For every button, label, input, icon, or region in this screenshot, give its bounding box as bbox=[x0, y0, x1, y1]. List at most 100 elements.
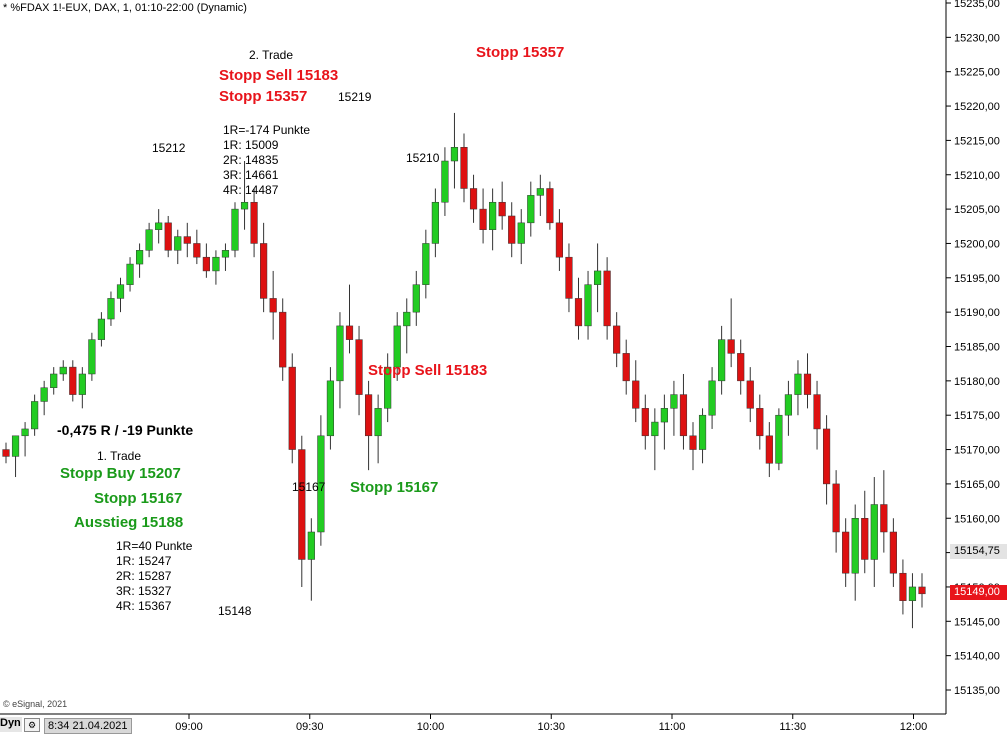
trade2-line: 1R=-174 Punkte bbox=[223, 123, 311, 137]
price-tick-label: 15180,00 bbox=[954, 376, 1000, 388]
candle-up bbox=[450, 147, 459, 162]
trade1-stopp-buy: Stopp Buy 15207 bbox=[60, 465, 181, 482]
candle-down bbox=[746, 380, 754, 409]
trade2-line: 4R: 14487 bbox=[223, 183, 279, 197]
price-tick-label: 15215,00 bbox=[954, 135, 1000, 147]
price-tick-label: 15160,00 bbox=[954, 513, 1000, 525]
candle-up bbox=[212, 256, 220, 272]
candle-up bbox=[240, 201, 249, 210]
copyright: © eSignal, 2021 bbox=[3, 699, 68, 709]
trade2-stopp: Stopp 15357 bbox=[219, 88, 308, 105]
candle-down bbox=[469, 188, 478, 210]
price-tick-label: 15135,00 bbox=[954, 685, 1000, 697]
settings-icon[interactable]: ⚙ bbox=[24, 718, 40, 732]
price-tick-label: 15170,00 bbox=[954, 445, 1000, 457]
trade2-r-levels: 1R=-174 Punkte 1R: 15009 2R: 14835 3R: 1… bbox=[223, 123, 310, 198]
plot-background bbox=[0, 0, 946, 714]
candle-down bbox=[250, 201, 258, 244]
time-tick-label: 09:00 bbox=[175, 721, 203, 733]
trade2-line: 1R: 15009 bbox=[223, 138, 279, 152]
candle-up bbox=[336, 325, 344, 382]
candle-down bbox=[842, 531, 850, 574]
candle-up bbox=[231, 208, 239, 251]
candle-up bbox=[50, 373, 58, 388]
candle-up bbox=[174, 236, 182, 251]
price-tick-label: 15190,00 bbox=[954, 307, 1000, 319]
time-tick-label: 11:00 bbox=[659, 721, 686, 733]
candle-down bbox=[364, 394, 373, 437]
candle-down bbox=[622, 353, 630, 382]
candle-down bbox=[508, 215, 516, 244]
price-tick-label: 15220,00 bbox=[954, 101, 1000, 113]
price-tick-label: 15140,00 bbox=[954, 651, 1000, 663]
label-15219: 15219 bbox=[338, 90, 372, 104]
candle-up bbox=[116, 284, 125, 299]
candle-down bbox=[727, 339, 735, 354]
candle-up bbox=[393, 325, 401, 368]
price-tick-label: 15230,00 bbox=[954, 32, 1000, 44]
candle-down bbox=[279, 311, 287, 368]
candle-down bbox=[613, 325, 621, 354]
label-15148: 15148 bbox=[218, 604, 252, 618]
candle-down bbox=[288, 366, 296, 450]
candle-up bbox=[221, 250, 230, 258]
candle-up bbox=[670, 394, 678, 409]
candle-up bbox=[31, 401, 39, 430]
trade2-title: 2. Trade bbox=[249, 48, 294, 62]
candle-down bbox=[603, 270, 611, 327]
candle-down bbox=[641, 408, 649, 437]
price-tick-label: 15200,00 bbox=[954, 238, 1000, 250]
time-tick-label: 10:30 bbox=[537, 721, 565, 733]
candle-up bbox=[698, 414, 707, 450]
trade1-line: 1R: 15247 bbox=[116, 554, 172, 568]
trade1-line: 2R: 15287 bbox=[116, 569, 172, 583]
trade2-stopp-sell: Stopp Sell 15183 bbox=[219, 67, 339, 84]
candle-down bbox=[632, 380, 640, 409]
trade1-line: 1R=40 Punkte bbox=[116, 539, 193, 553]
candle-up bbox=[88, 339, 96, 375]
price-tick-label: 15205,00 bbox=[954, 204, 1000, 216]
candle-up bbox=[708, 380, 716, 416]
candle-up bbox=[97, 318, 106, 340]
candle-up bbox=[384, 366, 392, 409]
candle-down bbox=[193, 243, 201, 258]
candle-up bbox=[21, 428, 29, 437]
candle-down bbox=[260, 243, 268, 299]
price-tick-label: 15185,00 bbox=[954, 342, 1000, 354]
trade1-r-levels: 1R=40 Punkte 1R: 15247 2R: 15287 3R: 153… bbox=[116, 539, 192, 614]
candle-up bbox=[784, 394, 793, 416]
candle-up bbox=[135, 250, 144, 265]
candle-down bbox=[298, 449, 306, 560]
trade1-title: 1. Trade bbox=[97, 449, 142, 463]
time-axis: 09:00 09:30 10:00 10:30 11:00 11:30 12:00 bbox=[175, 714, 927, 733]
candle-down bbox=[765, 435, 773, 464]
stopp-sell-mid: Stopp Sell 15183 bbox=[368, 362, 488, 379]
candle-up bbox=[403, 311, 411, 327]
candle-down bbox=[889, 531, 897, 574]
candle-up bbox=[870, 504, 878, 560]
trade2-line: 3R: 14661 bbox=[223, 168, 279, 182]
candle-down bbox=[546, 188, 554, 224]
candle-up bbox=[718, 339, 726, 382]
candle-up bbox=[851, 518, 859, 574]
dyn-label[interactable]: Dyn bbox=[0, 717, 22, 732]
trade1-line: 3R: 15327 bbox=[116, 584, 172, 598]
price-tick-label: 15175,00 bbox=[954, 410, 1000, 422]
candle-up bbox=[126, 263, 134, 285]
time-tick-label: 11:30 bbox=[779, 721, 806, 733]
candle-down bbox=[355, 339, 363, 395]
trade2-line: 2R: 14835 bbox=[223, 153, 279, 167]
candle-down bbox=[345, 325, 354, 340]
trade1-ausstieg: Ausstieg 15188 bbox=[74, 514, 184, 531]
trade2-stopp-top: Stopp 15357 bbox=[476, 44, 565, 61]
price-tick-label: 15225,00 bbox=[954, 67, 1000, 79]
candle-up bbox=[78, 373, 86, 395]
candle-down bbox=[899, 572, 907, 601]
candle-up bbox=[527, 195, 535, 224]
price-tick-label: 15195,00 bbox=[954, 273, 1000, 285]
price-tick-label: 15145,00 bbox=[954, 616, 1000, 628]
candle-up bbox=[517, 222, 525, 244]
candle-up bbox=[326, 380, 335, 437]
candle-up bbox=[536, 188, 544, 196]
